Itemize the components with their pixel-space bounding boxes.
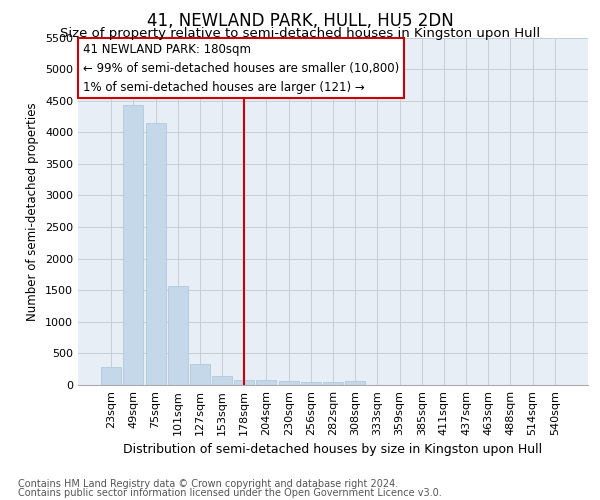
Y-axis label: Number of semi-detached properties: Number of semi-detached properties [26,102,40,320]
Bar [101,368,121,385]
Bar [146,123,166,385]
X-axis label: Distribution of semi-detached houses by size in Kingston upon Hull: Distribution of semi-detached houses by … [124,444,542,456]
Bar [301,382,321,385]
Text: 41 NEWLAND PARK: 180sqm
← 99% of semi-detached houses are smaller (10,800)
1% of: 41 NEWLAND PARK: 180sqm ← 99% of semi-de… [83,42,400,94]
Bar [190,364,210,385]
Bar [124,105,143,385]
Text: 41, NEWLAND PARK, HULL, HU5 2DN: 41, NEWLAND PARK, HULL, HU5 2DN [146,12,454,30]
Bar [256,380,277,385]
Text: Size of property relative to semi-detached houses in Kingston upon Hull: Size of property relative to semi-detach… [60,28,540,40]
Bar [234,380,254,385]
Bar [278,381,299,385]
Bar [212,376,232,385]
Text: Contains HM Land Registry data © Crown copyright and database right 2024.: Contains HM Land Registry data © Crown c… [18,479,398,489]
Text: Contains public sector information licensed under the Open Government Licence v3: Contains public sector information licen… [18,488,442,498]
Bar [345,381,365,385]
Bar [323,382,343,385]
Bar [168,286,188,385]
